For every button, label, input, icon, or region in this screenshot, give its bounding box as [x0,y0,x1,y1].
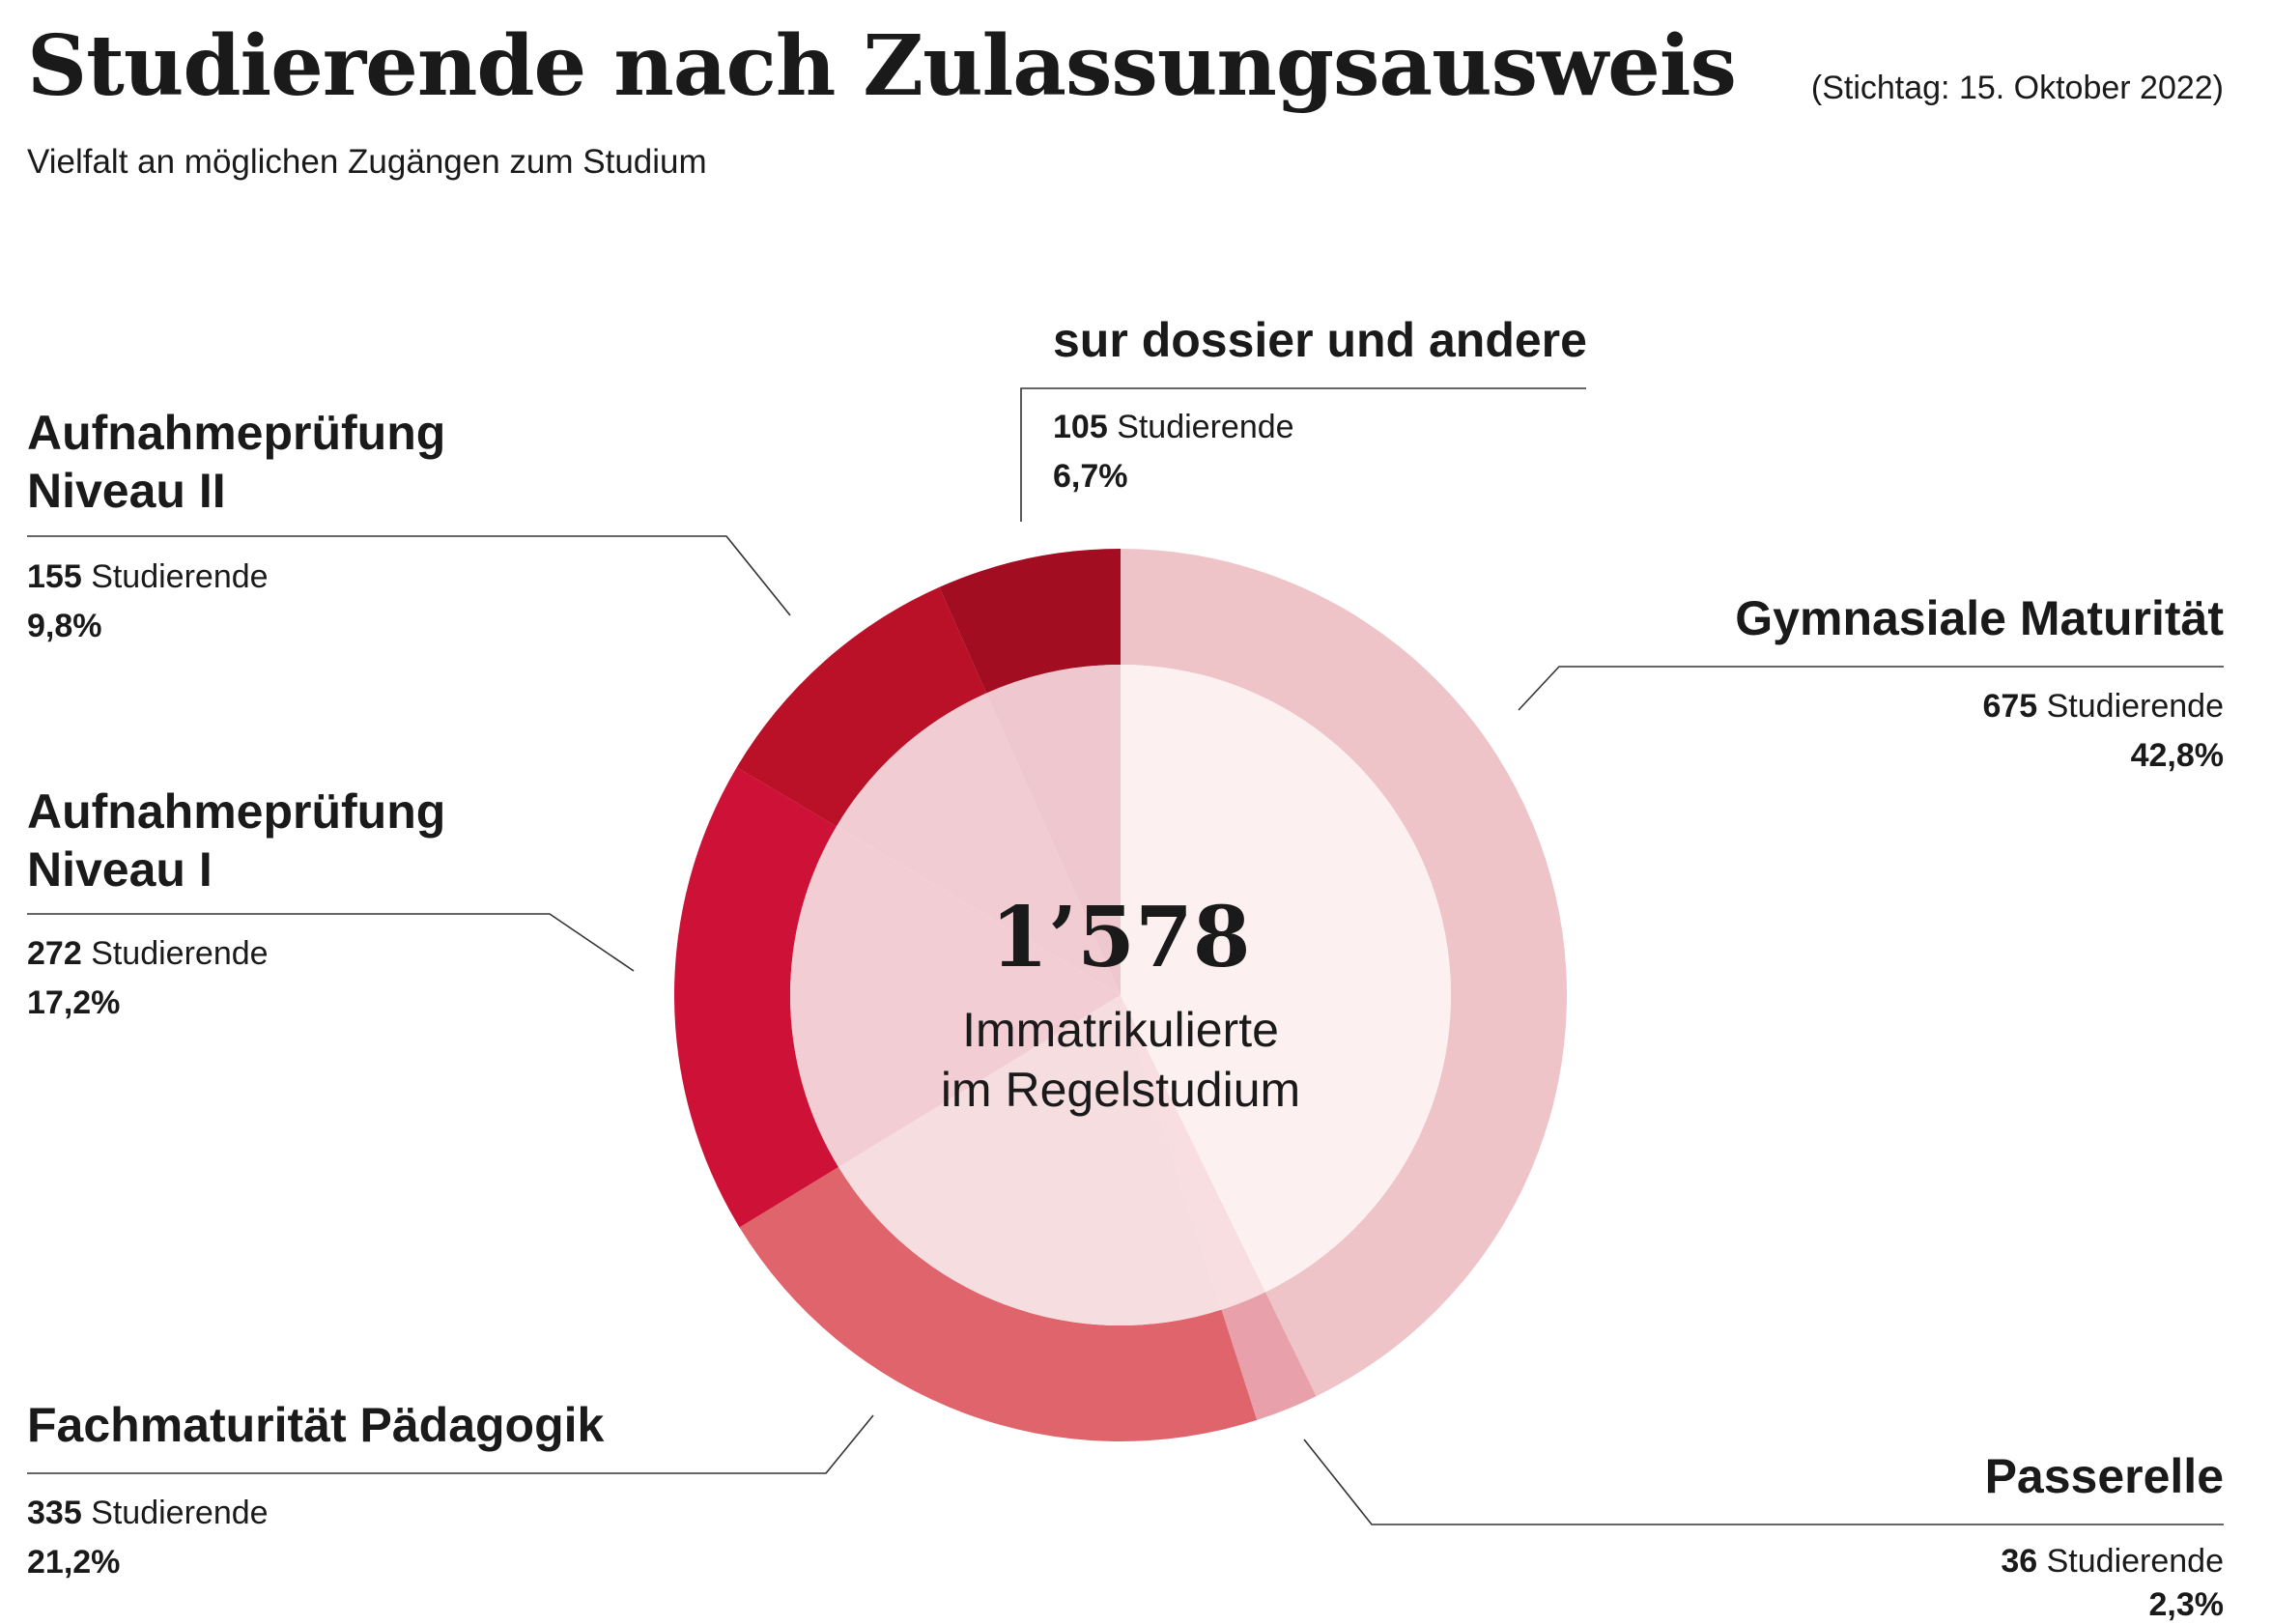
slice-inner-sur-dossier-und-andere [986,665,1121,995]
label-count-niveau-i: 272 Studierende [27,935,269,972]
label-title-niveau-i: Aufnahmeprüfung Niveau I [27,784,446,897]
slice-inner-fachmaturitaet-paedagogik [838,995,1222,1325]
label-title-passerelle: Passerelle [1984,1449,2224,1503]
slice-aufnahmepruefung-niveau-i [673,767,838,1228]
leader-line-niveau-ii [27,535,791,616]
label-percent-passerelle: 2,3% [2148,1586,2225,1623]
chart-subtitle: Vielfalt an möglichen Zugängen zum Studi… [27,143,707,181]
slice-fachmaturitaet-paedagogik [739,1167,1258,1441]
label-count-niveau-ii: 155 Studierende [27,558,269,595]
label-title-niveau-ii: Aufnahmeprüfung Niveau II [27,406,446,518]
chart-title: Studierende nach Zulassungsausweis [27,17,1737,115]
label-percent-niveau-ii: 9,8% [27,608,102,644]
label-title-gymnasiale-maturitaet: Gymnasiale Maturität [1735,591,2224,645]
label-title-fachmaturitaet: Fachmaturität Pädagogik [27,1398,605,1452]
label-count-fachmaturitaet: 335 Studierende [27,1495,269,1531]
label-percent-gymnasiale-maturitaet: 42,8% [2130,737,2224,774]
total-caption-line1: Immatrikulierte [962,1003,1279,1057]
slice-passerelle [1221,1292,1317,1420]
slice-sur-dossier-und-andere [939,549,1121,694]
leader-line-gymnasiale-maturitaet [1518,666,2224,711]
leader-lines [27,387,2224,1525]
label-count-sur-dossier: 105 Studierende [1053,409,1294,445]
leader-line-niveau-i [27,913,635,972]
label-percent-sur-dossier: 6,7% [1053,458,1128,495]
slice-inner-aufnahmepruefung-niveau-i [790,826,1121,1168]
donut-slices [673,549,1568,1441]
slice-inner-passerelle [1121,995,1265,1310]
leader-line-passerelle [1303,1439,2224,1525]
label-count-gymnasiale-maturitaet: 675 Studierende [1982,688,2224,725]
slice-aufnahmepruefung-niveau-ii [736,586,987,827]
label-percent-fachmaturitaet: 21,2% [27,1544,121,1581]
label-percent-niveau-i: 17,2% [27,984,121,1021]
total-caption-line2: im Regelstudium [940,1063,1301,1117]
slice-inner-aufnahmepruefung-niveau-ii [836,693,1121,995]
label-count-passerelle: 36 Studierende [2001,1543,2224,1580]
total-count: 1’578 [990,889,1251,986]
leader-line-sur-dossier [1020,387,1586,522]
slice-inner-gymnasiale-maturitaet [1121,665,1452,1293]
label-title-sur-dossier: sur dossier und andere [1053,313,1587,367]
slice-gymnasiale-maturitaet [1121,549,1568,1397]
leader-line-fachmaturitaet [27,1414,874,1474]
reference-date: (Stichtag: 15. Oktober 2022) [1810,70,2224,106]
